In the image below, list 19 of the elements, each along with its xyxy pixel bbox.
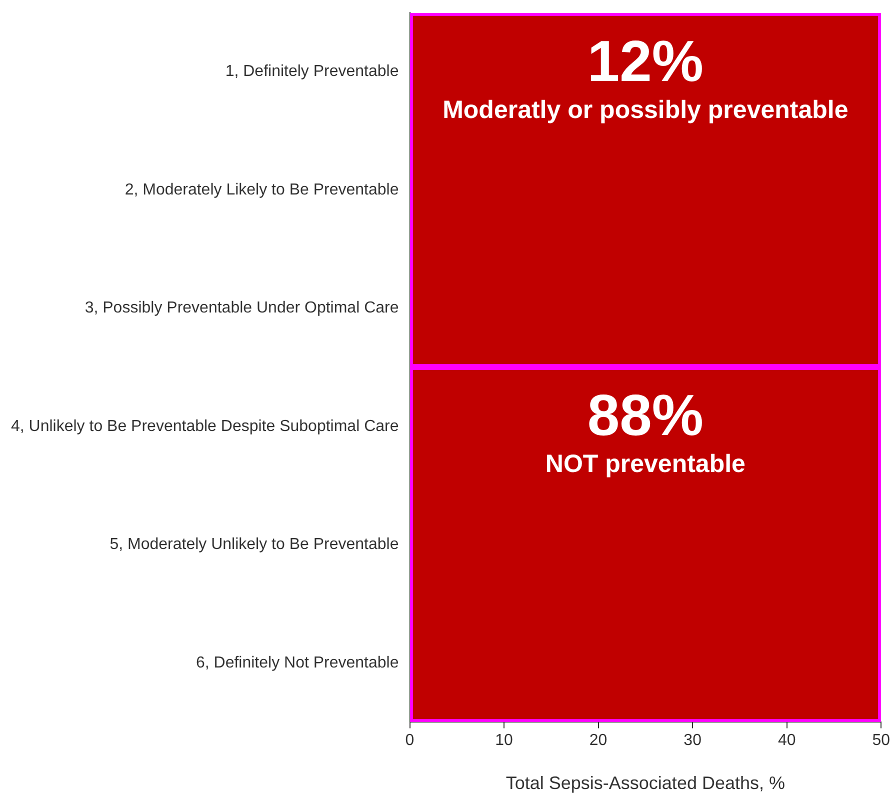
y-tick-label: 2, Moderately Likely to Be Preventable bbox=[124, 181, 399, 198]
framed-panel: 12% Moderatly or possibly preventable bbox=[410, 12, 882, 368]
y-tick-label: 1, Definitely Preventable bbox=[225, 63, 399, 80]
annotation: 88% bbox=[586, 383, 704, 448]
framed-panel: 88% NOT preventable bbox=[410, 367, 882, 722]
y-tick-label: 4, Unlikely to Be Preventable Despite Suboptimal Care bbox=[10, 418, 399, 435]
x-tick-label: 0 bbox=[405, 732, 414, 750]
y-tick-label: 6, Definitely Not Preventable bbox=[196, 654, 399, 672]
x-tick-label: 50 bbox=[872, 732, 890, 750]
annotation: 12% bbox=[586, 28, 704, 94]
x-tick-label: 30 bbox=[684, 732, 702, 750]
y-tick-label: 5, Moderately Unlikely to Be Preventable bbox=[110, 536, 399, 554]
x-tick-label: 10 bbox=[495, 732, 514, 750]
x-tick-label: 40 bbox=[778, 732, 796, 750]
y-tick-label: 3, Possibly Preventable Under Optimal Care bbox=[84, 300, 399, 317]
x-tick-label: 20 bbox=[589, 732, 608, 750]
annotation: NOT preventable bbox=[544, 449, 746, 480]
annotation: Moderatly or possibly preventable bbox=[442, 94, 850, 126]
x-axis-title: Total Sepsis-Associated Deaths, % bbox=[506, 773, 785, 794]
